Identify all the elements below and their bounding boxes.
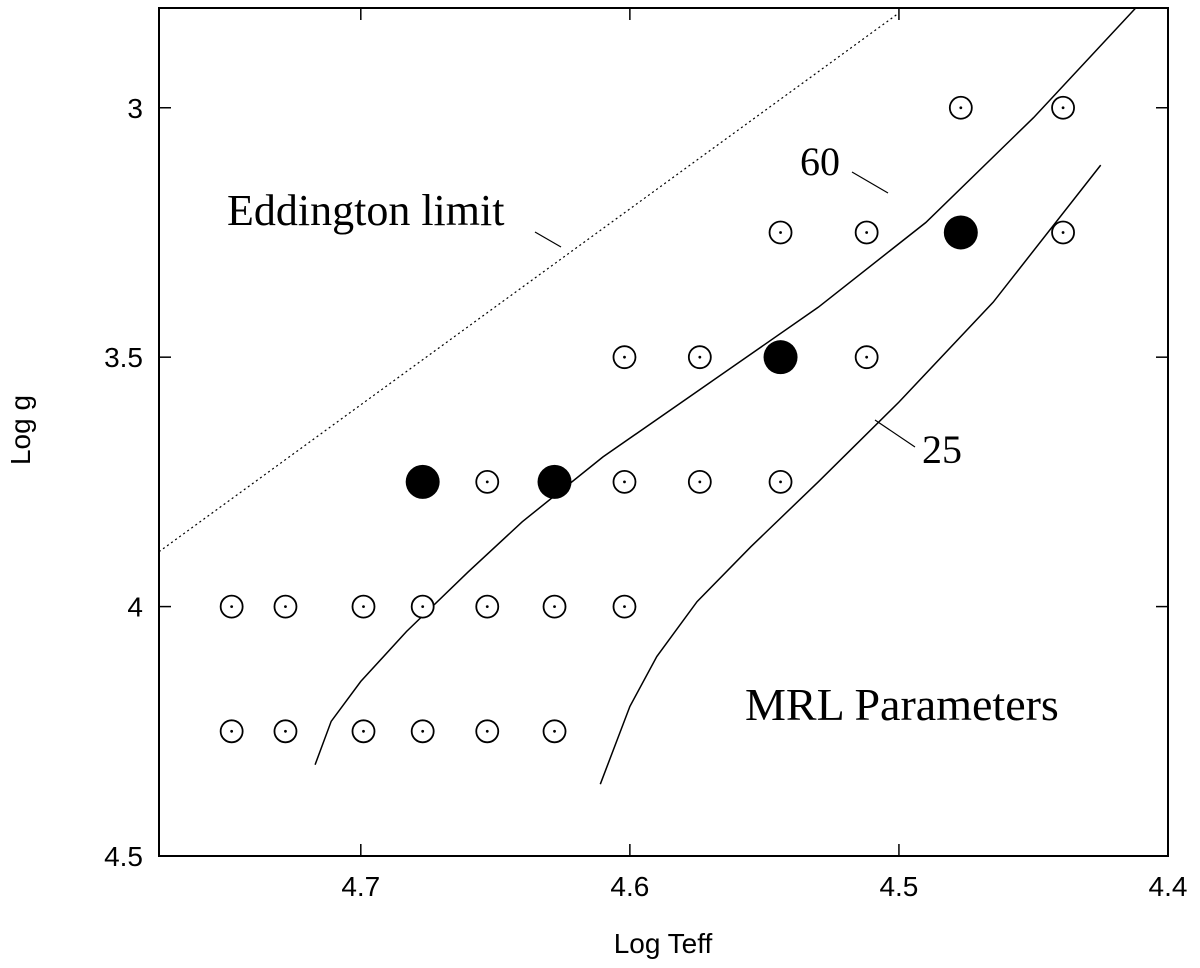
open-point: [542, 594, 567, 619]
y-axis-label: Log g: [5, 395, 36, 465]
eddington-limit-layer: [158, 12, 900, 553]
eddington-label: Eddington limit: [227, 186, 504, 235]
track-25-line: [599, 164, 1102, 785]
x-tick-label: 4.7: [341, 871, 380, 902]
open-point: [273, 594, 298, 619]
points-layer: [219, 95, 1075, 744]
open-point: [273, 719, 298, 744]
open-point: [219, 719, 244, 744]
filled-point: [405, 464, 440, 499]
eddington-pointer: [534, 231, 562, 248]
filled-point: [537, 464, 572, 499]
open-point: [612, 469, 637, 494]
open-point: [948, 95, 973, 120]
track-60-line: [314, 7, 1137, 765]
y-tick-label: 3.5: [104, 342, 143, 373]
open-point: [219, 594, 244, 619]
y-tick-label: 4.5: [104, 841, 143, 872]
x-axis-label: Log Teff: [614, 928, 713, 959]
filled-point: [943, 215, 978, 250]
open-point: [854, 345, 879, 370]
open-point: [854, 220, 879, 245]
x-tick-label: 4.5: [879, 871, 918, 902]
open-point: [351, 594, 376, 619]
filled-point: [763, 340, 798, 375]
eddington-limit-line: [158, 12, 900, 553]
open-point: [351, 719, 376, 744]
tracks-layer: [314, 7, 1137, 785]
open-point: [410, 719, 435, 744]
open-point: [410, 594, 435, 619]
x-tick-label: 4.6: [610, 871, 649, 902]
open-point: [612, 345, 637, 370]
open-point: [1051, 220, 1075, 245]
open-point: [687, 469, 712, 494]
track-25-pointer: [874, 419, 916, 448]
track-25-label: 25: [922, 427, 962, 472]
open-point: [768, 469, 793, 494]
y-tick-label: 4: [127, 592, 143, 623]
chart-annotation: MRL Parameters: [745, 679, 1059, 730]
open-point: [1051, 95, 1075, 120]
plot-frame: [158, 7, 1169, 857]
open-point: [475, 594, 500, 619]
open-point: [475, 719, 500, 744]
track-60-label: 60: [800, 139, 840, 184]
track-60-pointer: [851, 171, 889, 194]
open-point: [542, 719, 567, 744]
open-point: [687, 345, 712, 370]
x-tick-label: 4.4: [1149, 871, 1188, 902]
y-tick-label: 3: [127, 93, 143, 124]
axis-ticks: 4.7 4.6 4.5 4.4 3 3.5 4 4.5: [104, 8, 1187, 902]
open-point: [768, 220, 793, 245]
open-point: [475, 469, 500, 494]
open-point: [612, 594, 637, 619]
